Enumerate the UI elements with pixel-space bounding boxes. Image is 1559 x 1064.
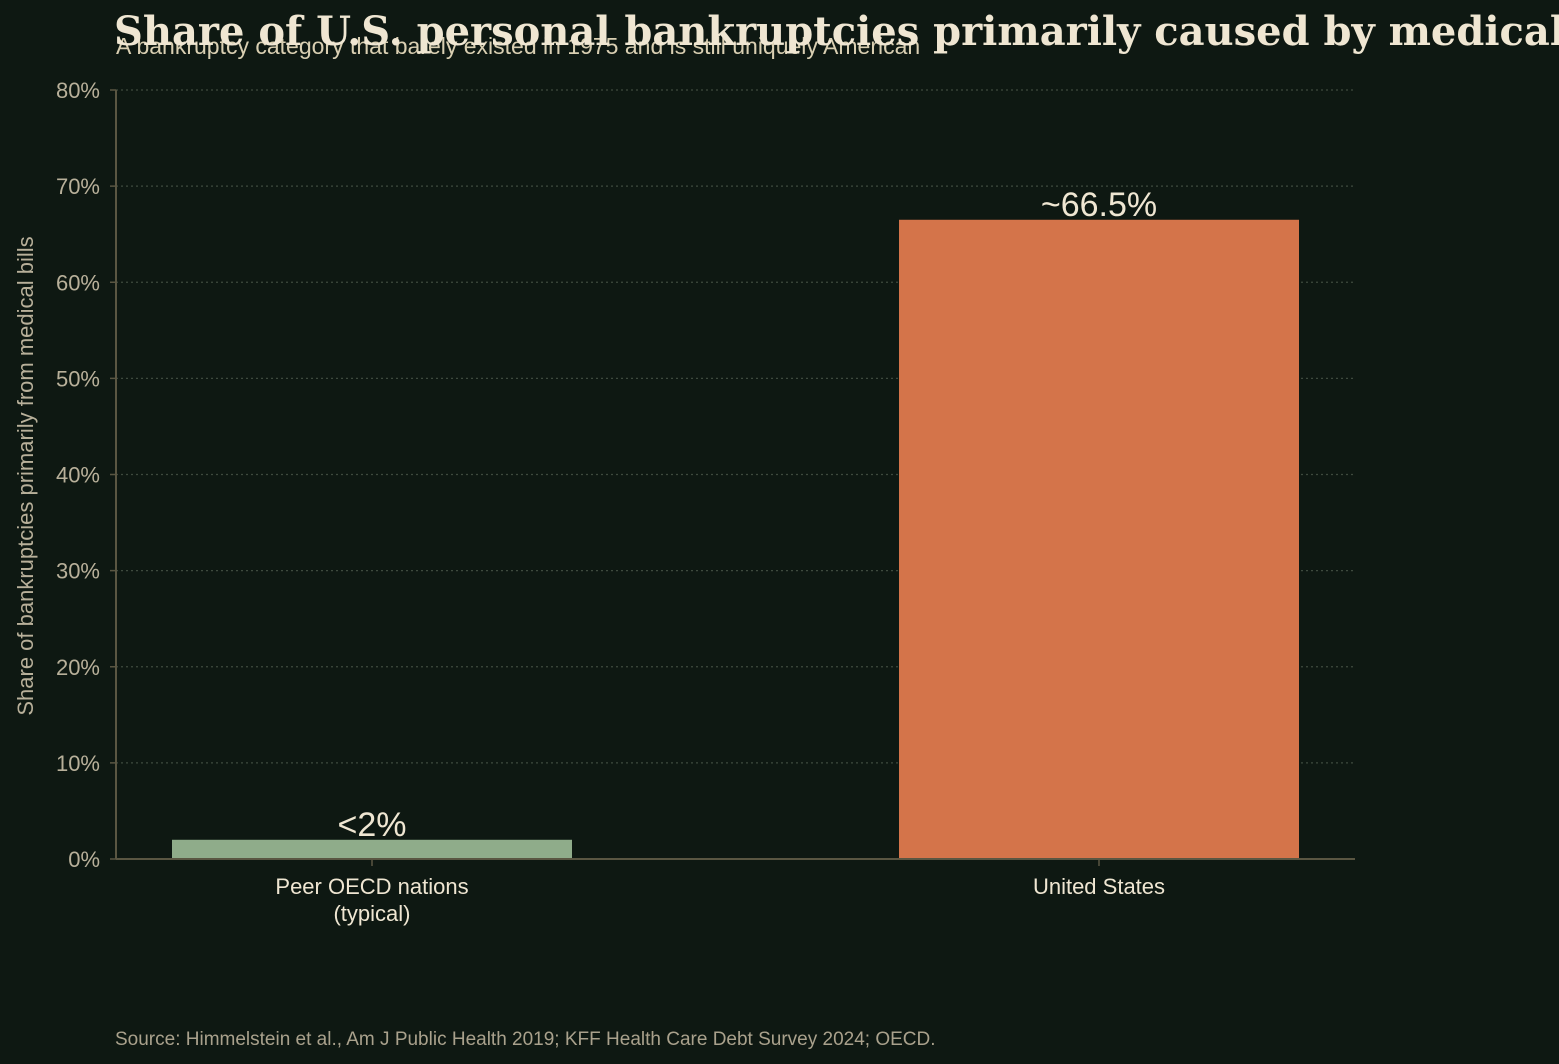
bar — [172, 839, 572, 859]
y-tick-label: 10% — [56, 751, 100, 776]
bars: <2% ~66.5% — [172, 186, 1299, 860]
y-tick-label: 70% — [56, 174, 100, 199]
gridlines — [116, 89, 1355, 764]
x-tick-label: United States — [1033, 874, 1165, 899]
chart-subtitle: A bankruptcy category that barely existe… — [116, 33, 920, 59]
x-tick-label: Peer OECD nations (typical) — [275, 874, 468, 926]
bar-value-label: ~66.5% — [1041, 186, 1157, 224]
y-tick-label: 30% — [56, 559, 100, 584]
y-axis-label: Share of bankruptcies primarily from med… — [13, 236, 38, 715]
y-tick-label: 0% — [68, 847, 100, 872]
bar-value-label: <2% — [338, 806, 407, 844]
source-note: Source: Himmelstein et al., Am J Public … — [115, 1029, 936, 1050]
axes: 0% 10% 20% 30% 40% 50% 60% 70% 80% Peer OECD nati… — [56, 78, 1355, 926]
chart-title: Share of U.S. personal bankruptcies prim… — [114, 8, 1559, 55]
y-tick-label: 50% — [56, 366, 100, 391]
y-tick-label: 80% — [56, 78, 100, 103]
y-tick-label: 20% — [56, 655, 100, 680]
bar — [899, 219, 1299, 860]
y-tick-label: 60% — [56, 270, 100, 295]
y-tick-label: 40% — [56, 463, 100, 488]
